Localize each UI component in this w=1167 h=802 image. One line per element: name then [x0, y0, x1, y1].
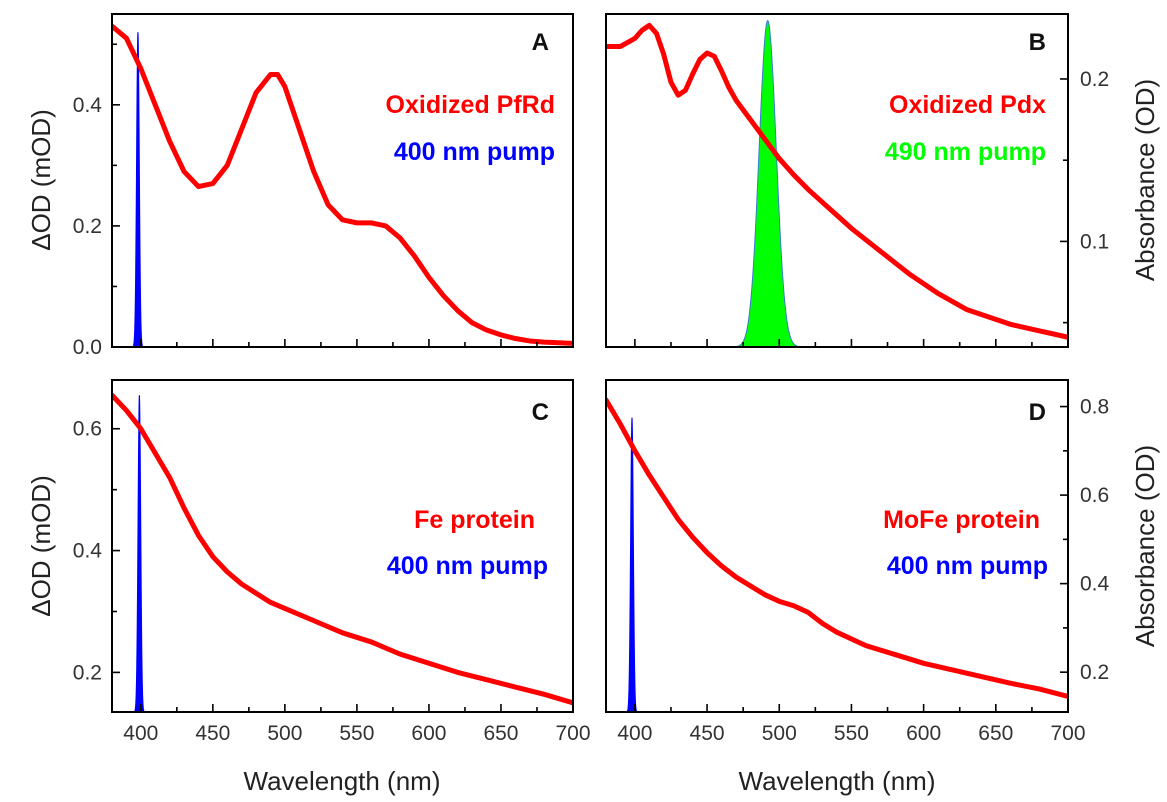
x-axis-label-right: Wavelength (nm) — [739, 766, 936, 796]
annotation-sample-b: Oxidized Pdx — [889, 91, 1046, 119]
spectrum-line-b — [606, 22, 1068, 340]
panel-d: 400 450 500 550 600 650 700 0.2 0.4 0.6 0.8 D MoFe… — [605, 379, 1110, 745]
plot-frame-c — [111, 379, 574, 713]
annotation-pump-a: 400 nm pump — [394, 138, 555, 166]
panel-letter-c: C — [532, 399, 549, 426]
y-tick-label-b: 0.2 — [1080, 68, 1109, 91]
panel-a: 0.0 0.2 0.4 A Oxidized PfRd 400 nm pump — [73, 13, 574, 359]
axis-ticks-a: 0.0 0.2 0.4 — [73, 43, 574, 359]
axis-ticks-d: 400 450 500 550 600 650 700 0.2 0.4 0.6 0.8 — [617, 396, 1109, 745]
spectrum-line-c — [112, 392, 573, 706]
panel-c: 400 450 500 550 600 650 700 0.2 0.4 0.6 C Fe prot… — [73, 379, 591, 745]
y-tick-label-c: 0.4 — [73, 540, 103, 563]
plot-area-a — [112, 23, 573, 347]
y-tick-label-c: 0.6 — [73, 418, 102, 441]
annotation-sample-d: MoFe protein — [883, 506, 1040, 534]
y-tick-label-d: 0.8 — [1080, 396, 1109, 419]
spectrum-line-a — [112, 23, 573, 346]
x-tick-label-c: 450 — [195, 722, 230, 745]
pump-pulse-d — [626, 417, 639, 712]
y-axis-label-bottom-right: Absorbance (OD) — [1130, 445, 1160, 647]
annotation-sample-a: Oxidized PfRd — [386, 91, 555, 119]
y-tick-label-b: 0.1 — [1080, 230, 1109, 253]
y-tick-label-d: 0.6 — [1080, 484, 1109, 507]
y-tick-label-d: 0.2 — [1080, 661, 1109, 684]
panel-letter-a: A — [532, 29, 549, 56]
x-tick-label-c: 700 — [555, 722, 590, 745]
x-tick-label-d: 550 — [834, 722, 869, 745]
plot-frame-a — [111, 13, 574, 348]
y-tick-label-a: 0.2 — [73, 215, 102, 238]
x-tick-label-c: 550 — [339, 722, 374, 745]
x-tick-label-c: 600 — [411, 722, 446, 745]
x-axis-label-left: Wavelength (nm) — [244, 766, 441, 796]
annotation-pump-d: 400 nm pump — [887, 552, 1048, 580]
x-tick-label-c: 400 — [123, 722, 158, 745]
spectrum-line-d — [606, 397, 1068, 700]
pump-pulse-c — [133, 395, 146, 712]
x-tick-label-d: 450 — [690, 722, 725, 745]
annotation-pump-c: 400 nm pump — [387, 552, 548, 580]
y-tick-label-c: 0.2 — [73, 661, 102, 684]
y-axis-label-bottom-left: ΔOD (mOD) — [26, 475, 56, 617]
pump-pulse-b — [732, 19, 803, 347]
axis-ticks-c: 400 450 500 550 600 650 700 0.2 0.4 0.6 — [73, 418, 591, 745]
x-tick-label-d: 400 — [617, 722, 652, 745]
plot-frame-d — [605, 379, 1069, 713]
x-tick-label-d: 600 — [906, 722, 941, 745]
annotation-sample-c: Fe protein — [414, 506, 535, 534]
plot-area-b — [606, 19, 1068, 347]
y-axis-label-top-right: Absorbance (OD) — [1130, 79, 1160, 281]
x-tick-label-d: 500 — [762, 722, 797, 745]
x-tick-label-c: 650 — [483, 722, 518, 745]
panel-letter-d: D — [1029, 399, 1046, 426]
panel-b: 0.1 0.2 B Oxidized Pdx 490 nm pump — [605, 13, 1109, 348]
axis-ticks-b: 0.1 0.2 — [634, 68, 1109, 347]
y-axis-label-top-left: ΔOD (mOD) — [26, 109, 56, 251]
plot-area-c — [112, 392, 573, 712]
y-tick-label-a: 0.0 — [73, 336, 102, 359]
y-tick-label-a: 0.4 — [73, 94, 103, 117]
panel-letter-b: B — [1029, 29, 1046, 56]
annotation-pump-b: 490 nm pump — [885, 138, 1046, 166]
x-tick-label-d: 650 — [978, 722, 1013, 745]
y-tick-label-d: 0.4 — [1080, 573, 1110, 596]
x-tick-label-c: 500 — [267, 722, 302, 745]
pump-pulse-a — [132, 32, 144, 347]
plot-frame-b — [605, 13, 1069, 348]
x-tick-label-d: 700 — [1050, 722, 1085, 745]
